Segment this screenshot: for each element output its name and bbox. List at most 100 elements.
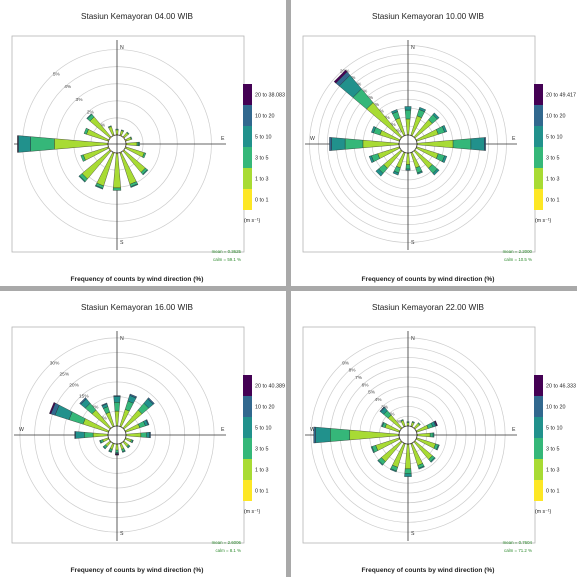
chart-xlabel: Frequency of counts by wind direction (%… <box>71 567 204 574</box>
ring-label: 5% <box>53 71 61 77</box>
legend-swatch-bin4 <box>534 105 543 126</box>
legend-label-bin5: 20 to 40.389 <box>255 384 285 390</box>
windrose-panel-1600: Stasiun Kemayoran 16.00 WIB 5%10%15%20% 25… <box>0 291 286 577</box>
petal-nne-bin2 <box>411 421 415 424</box>
legend-label-bin1: 1 to 3 <box>546 177 560 183</box>
petal-ssw-bin3 <box>94 185 104 190</box>
ring-label: 6% <box>383 115 391 121</box>
petal-n-bin1 <box>405 118 411 135</box>
petal-n-bin1 <box>114 410 120 426</box>
legend-swatch-bin0 <box>243 189 252 210</box>
petal-s-bin1 <box>404 444 412 470</box>
petal-ne-bin2 <box>417 422 421 426</box>
chart-title: Stasiun Kemayoran 22.00 WIB <box>372 303 484 312</box>
petal-s-bin5 <box>115 454 119 456</box>
legend-swatch-bin0 <box>534 189 543 210</box>
petal-n-bin1 <box>115 129 119 135</box>
legend-swatch-bin5 <box>534 375 543 396</box>
petal-nne-bin3 <box>418 107 426 112</box>
ring-label: 25% <box>60 371 70 377</box>
legend-swatch-bin5 <box>243 375 252 396</box>
petal-wsw-bin3 <box>370 446 375 454</box>
petal-n-bin4 <box>113 395 121 397</box>
petal-ssw-bin3 <box>108 450 112 453</box>
legend-label-bin4: 10 to 20 <box>546 114 565 120</box>
petal-w-bin1 <box>54 138 108 150</box>
petal-w-bin4 <box>313 426 316 444</box>
petal-n-bin2 <box>404 109 412 120</box>
petal-ese-bin2 <box>142 152 147 159</box>
ring-label: 8% <box>349 368 357 374</box>
petal-s-bin3 <box>404 473 412 477</box>
ring-label: 10% <box>89 404 99 410</box>
chart-title: Stasiun Kemayoran 10.00 WIB <box>372 12 484 21</box>
legend-swatch-bin4 <box>243 105 252 126</box>
petal-ne-bin3 <box>432 112 440 120</box>
petal-se-bin3 <box>430 457 436 463</box>
petal-ssw-bin3 <box>392 170 399 176</box>
legend-swatch-bin2 <box>534 147 543 168</box>
petal-ese-bin3 <box>436 444 440 451</box>
windrose-panel-2200: Stasiun Kemayoran 22.00 WIB 1%2% 3%4%5% 6%7… <box>291 291 577 577</box>
petal-e-bin3 <box>138 141 140 147</box>
legend-label-bin0: 0 to 1 <box>255 198 269 204</box>
petal-e-bin4 <box>484 137 486 151</box>
petal-sse-bin3 <box>418 465 425 470</box>
compass-label-s: S <box>411 531 415 537</box>
petal-sw-bin3 <box>102 446 106 450</box>
chart-xlabel: Frequency of counts by wind direction (%… <box>362 276 495 283</box>
legend-label-bin2: 3 to 5 <box>255 447 269 453</box>
petal-e-bin3 <box>146 432 150 438</box>
petal-nnw-bin3 <box>391 109 398 114</box>
petal-w-bin3 <box>75 431 85 439</box>
legend-unit: (m s⁻¹) <box>244 509 261 515</box>
legend-label-bin1: 1 to 3 <box>546 468 560 474</box>
petal-e-bin1 <box>126 142 138 146</box>
legend-unit: (m s⁻¹) <box>535 509 552 515</box>
petal-wnw-bin3 <box>371 126 376 134</box>
compass-label-w: W <box>19 427 24 433</box>
petal-w-bin4 <box>329 137 332 151</box>
petal-ene-bin3 <box>442 125 448 133</box>
petal-wnw-bin5 <box>49 402 56 415</box>
stat-calm: calm = 10.5 % <box>504 257 532 262</box>
ring-label: 2% <box>87 110 95 116</box>
chart-title: Stasiun Kemayoran 04.00 WIB <box>81 12 193 21</box>
ring-label: 30% <box>50 360 60 366</box>
petal-nne-bin2 <box>121 129 125 132</box>
petal-e-bin4 <box>149 431 151 439</box>
petal-sw-bin3 <box>375 168 384 177</box>
petal-wsw-bin1 <box>102 437 109 443</box>
ring-label: 4% <box>375 397 383 403</box>
ring-label: 2% <box>395 129 403 135</box>
legend-label-bin3: 5 to 10 <box>255 426 272 432</box>
ring-label: 5% <box>368 390 376 396</box>
petal-w-bin3 <box>18 135 31 153</box>
compass-label-n: N <box>120 45 124 51</box>
legend-label-bin2: 3 to 5 <box>546 447 560 453</box>
legend-label-bin5: 20 to 46.333 <box>546 384 576 390</box>
petal-e-bin1 <box>126 432 142 438</box>
legend-swatch-bin5 <box>243 84 252 105</box>
ring-label: 5% <box>100 415 108 421</box>
petal-wsw-bin3 <box>368 155 374 163</box>
petal-nnw-bin4 <box>101 402 108 407</box>
legend-label-bin3: 5 to 10 <box>546 426 563 432</box>
petal-e-bin2 <box>429 432 434 438</box>
petal-ese-bin3 <box>442 155 448 163</box>
petal-se-bin3 <box>432 168 440 176</box>
petal-wsw-bin3 <box>99 440 102 444</box>
ring-label: 20% <box>69 382 79 388</box>
petal-wnw-bin3 <box>380 421 385 428</box>
petal-w-bin1 <box>349 429 399 441</box>
petal-w-bin4 <box>74 431 76 439</box>
ring-label: 4% <box>389 122 397 128</box>
petal-nnw-bin2 <box>107 125 112 128</box>
petal-sse-bin3 <box>122 450 126 453</box>
legend-swatch-bin1 <box>243 459 252 480</box>
legend-swatch-bin1 <box>243 168 252 189</box>
compass-label-e: E <box>221 136 225 142</box>
petal-sse-bin1 <box>119 443 125 450</box>
petal-n-bin1 <box>406 422 410 426</box>
